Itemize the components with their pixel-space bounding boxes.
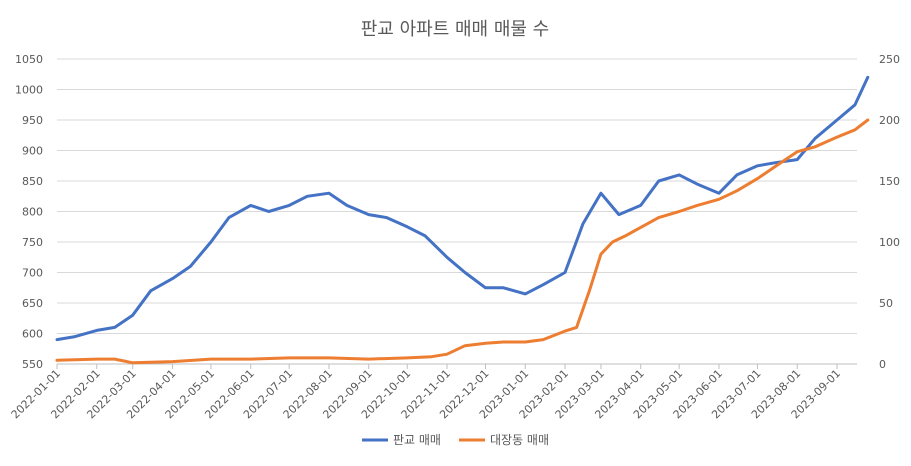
right-axis-tick-label: 100 <box>879 236 900 249</box>
left-axis-tick-label: 1000 <box>15 84 43 97</box>
chart-title: 판교 아파트 매매 매물 수 <box>361 19 550 40</box>
left-axis-tick-label: 900 <box>22 145 43 158</box>
left-axis-tick-label: 800 <box>22 206 43 219</box>
left-axis-tick-label: 650 <box>22 297 43 310</box>
right-axis-tick-label: 200 <box>879 114 900 127</box>
left-axis-tick-label: 750 <box>22 236 43 249</box>
left-axis-tick-label: 850 <box>22 175 43 188</box>
left-axis-tick-label: 950 <box>22 114 43 127</box>
left-axis-tick-label: 550 <box>22 358 43 371</box>
right-axis-tick-label: 150 <box>879 175 900 188</box>
legend-label-1: 판교 매매 <box>393 433 441 447</box>
legend-label-2: 대장동 매매 <box>490 433 549 447</box>
right-axis-tick-label: 0 <box>879 358 886 371</box>
right-axis-tick-label: 50 <box>879 297 893 310</box>
left-axis-tick-label: 700 <box>22 267 43 280</box>
left-axis-tick-label: 1050 <box>15 53 43 66</box>
right-axis-tick-label: 250 <box>879 53 900 66</box>
left-axis-tick-label: 600 <box>22 328 43 341</box>
